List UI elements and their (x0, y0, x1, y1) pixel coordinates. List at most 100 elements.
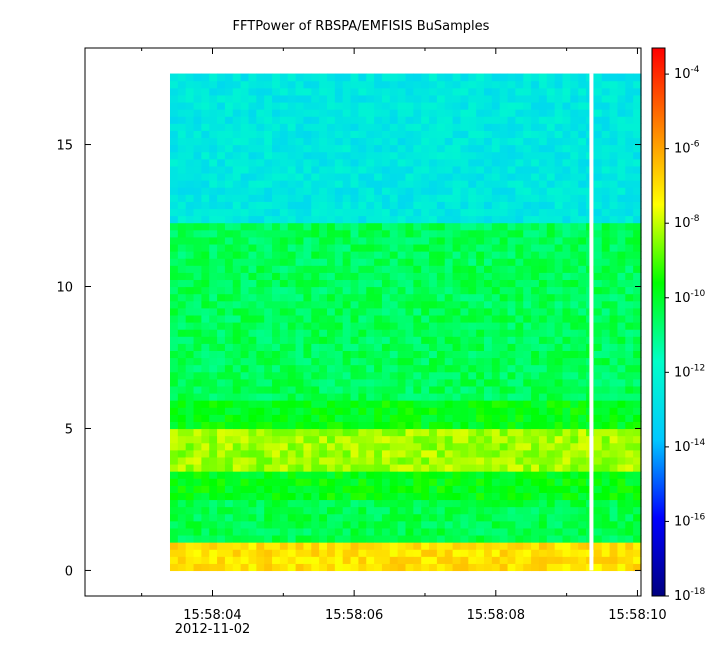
heatmap-cell (201, 556, 210, 564)
heatmap-cell (366, 322, 375, 330)
heatmap-cell (350, 364, 359, 373)
heatmap-cell (633, 87, 642, 96)
heatmap-cell (311, 371, 320, 380)
heatmap-cell (617, 137, 626, 146)
heatmap-cell (342, 201, 352, 210)
heatmap-cell (515, 130, 524, 139)
heatmap-cell (625, 400, 634, 408)
heatmap-cell (515, 151, 524, 160)
heatmap-cell (334, 180, 344, 188)
colorbar-tick-label: 10-10 (674, 289, 706, 306)
heatmap-cell (562, 485, 571, 493)
heatmap-cell (421, 165, 430, 174)
heatmap-cell (334, 428, 344, 437)
heatmap-cell (507, 527, 516, 536)
heatmap-cell (240, 442, 250, 451)
heatmap-cell (609, 350, 619, 359)
heatmap-cell (232, 251, 242, 259)
heatmap-cell (507, 392, 516, 401)
heatmap-cell (169, 222, 179, 231)
heatmap-cell (531, 279, 540, 288)
heatmap-cell (272, 180, 281, 188)
heatmap-cell (546, 80, 556, 89)
heatmap-cell (334, 478, 344, 486)
heatmap-cell (507, 87, 516, 96)
heatmap-cell (279, 414, 289, 422)
heatmap-cell (185, 236, 195, 245)
heatmap-cell (350, 272, 359, 281)
heatmap-cell (177, 506, 187, 515)
heatmap-cell (232, 307, 242, 316)
heatmap-cell (570, 385, 579, 394)
heatmap-cell (295, 180, 305, 188)
heatmap-cell (507, 343, 516, 351)
heatmap-cell (350, 506, 359, 515)
heatmap-cell (570, 144, 579, 153)
heatmap-cell (279, 293, 289, 302)
heatmap-cell (295, 456, 305, 465)
heatmap-cell (287, 229, 297, 238)
heatmap-cell (436, 87, 446, 96)
heatmap-cell (405, 80, 414, 89)
heatmap-cell (311, 101, 320, 110)
heatmap-cell (397, 527, 407, 536)
heatmap-cell (554, 201, 564, 210)
heatmap-cell (224, 556, 234, 564)
heatmap-cell (609, 421, 619, 430)
heatmap-cell (554, 222, 564, 231)
heatmap-cell (185, 215, 195, 224)
heatmap-cell (193, 279, 202, 288)
heatmap-cell (499, 293, 509, 302)
heatmap-cell (468, 527, 477, 536)
heatmap-cell (405, 343, 414, 351)
heatmap-cell (319, 371, 328, 380)
heatmap-cell (546, 378, 556, 387)
heatmap-cell (468, 130, 477, 139)
heatmap-cell (562, 151, 571, 160)
heatmap-cell (248, 421, 257, 430)
heatmap-cell (570, 506, 579, 515)
heatmap-cell (397, 357, 407, 366)
heatmap-cell (193, 329, 202, 337)
heatmap-cell (319, 137, 328, 146)
heatmap-cell (311, 456, 320, 465)
heatmap-cell (342, 442, 352, 451)
heatmap-cell (633, 378, 642, 387)
heatmap-cell (617, 201, 626, 210)
heatmap-cell (452, 407, 462, 415)
heatmap-cell (405, 534, 414, 543)
heatmap-cell (468, 520, 477, 529)
heatmap-cell (523, 279, 532, 288)
heatmap-cell (366, 73, 375, 82)
heatmap-cell (374, 463, 383, 472)
heatmap-cell (531, 556, 540, 564)
heatmap-cell (217, 314, 226, 323)
heatmap-cell (201, 208, 210, 217)
heatmap-cell (303, 272, 312, 281)
heatmap-cell (468, 73, 477, 82)
heatmap-cell (224, 130, 234, 139)
heatmap-cell (217, 236, 226, 245)
heatmap-cell (460, 421, 469, 430)
heatmap-cell (256, 293, 265, 302)
heatmap-cell (248, 329, 257, 337)
heatmap-cell (554, 322, 564, 330)
heatmap-cell (232, 180, 242, 188)
heatmap-cell (452, 435, 462, 444)
heatmap-cell (460, 272, 469, 281)
heatmap-cell (342, 187, 352, 195)
heatmap-cell (177, 556, 187, 564)
heatmap-cell (303, 87, 312, 96)
heatmap-cell (554, 158, 564, 167)
heatmap-cell (209, 279, 218, 288)
heatmap-cell (193, 563, 202, 572)
heatmap-cell (311, 194, 320, 202)
heatmap-cell (327, 293, 336, 302)
heatmap-cell (570, 187, 579, 195)
heatmap-cell (240, 407, 250, 415)
heatmap-cell (507, 478, 516, 486)
heatmap-cell (248, 243, 257, 252)
heatmap-cell (491, 435, 501, 444)
heatmap-cell (193, 463, 202, 472)
heatmap-cell (240, 371, 250, 380)
